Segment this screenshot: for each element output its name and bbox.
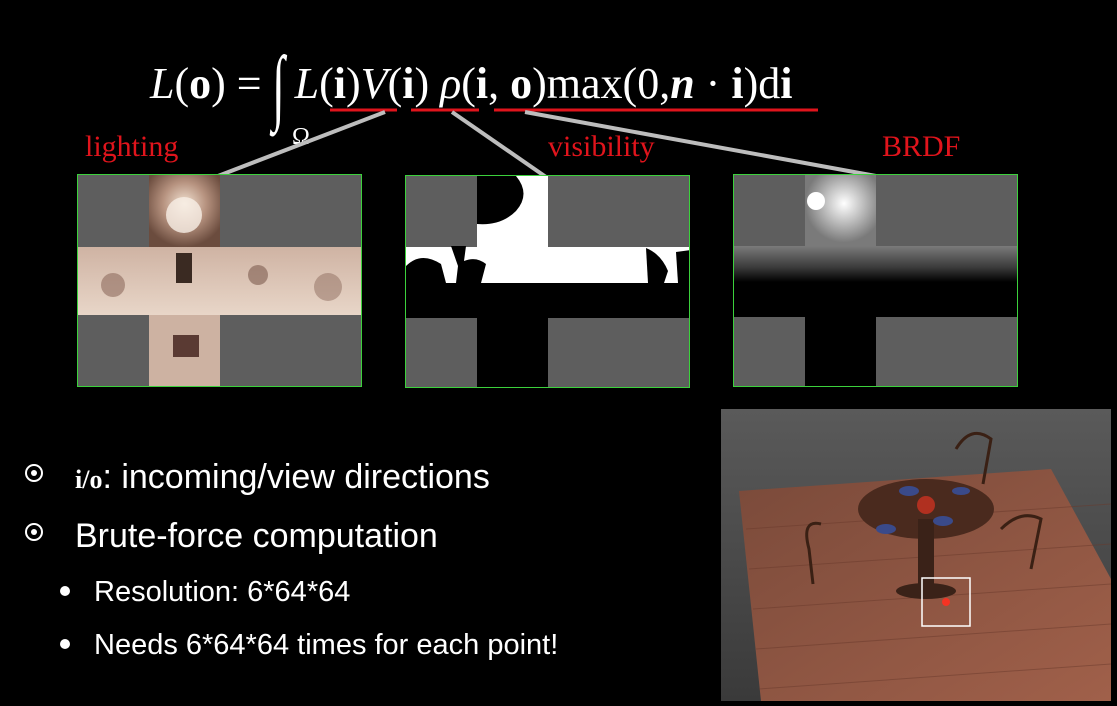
visibility-cubemap-image [406,176,689,387]
brdf-cubemap-panel [733,174,1018,387]
integral-symbol: ∫ [271,40,285,133]
visibility-label: visibility [548,130,655,163]
dining-scene-illustration [721,409,1111,701]
visibility-cubemap-panel [405,175,690,388]
lighting-cubemap-panel [77,174,362,387]
lighting-label: lighting [85,130,179,163]
brdf-label: BRDF [882,130,961,163]
rendering-equation: L(o) = ∫ L(i)V(i) ρ(i, o)max(0,n · i)di [150,22,793,133]
equation-lhs: L(o) [150,59,226,108]
io-symbol: i/o [75,465,103,494]
term-connectors [217,108,877,179]
sub-bullet-resolution: Resolution: 6*64*64 [60,576,350,609]
bullet-brute-force: Brute-force computation [25,517,438,556]
cosine-term: max(0,n · i)di [546,59,793,108]
brdf-term: ρ(i, o) [440,59,547,108]
lighting-connector [217,110,386,178]
ring-bullet-icon [25,523,43,542]
sub-bullet-text: Resolution: 6*64*64 [94,576,351,608]
ring-bullet-icon [25,464,43,483]
dot-bullet-icon [60,639,70,650]
dot-bullet-icon [60,586,70,597]
brdf-connector [524,110,877,178]
bullet-io-directions: i/o: incoming/view directions [25,458,490,497]
brdf-cubemap-image [734,175,1017,386]
lighting-term: L(i) [294,59,361,108]
sub-bullet-cost: Needs 6*64*64 times for each point! [60,629,558,662]
rendered-scene-image [721,409,1111,701]
visibility-connector [450,110,548,179]
lighting-cubemap-image [78,175,361,386]
visibility-term: V(i) [360,59,430,108]
sub-bullet-text: Needs 6*64*64 times for each point! [94,629,559,661]
bullet-text: : incoming/view directions [102,458,490,496]
bullet-text: Brute-force computation [75,517,438,555]
equation-equals: = [236,59,262,108]
